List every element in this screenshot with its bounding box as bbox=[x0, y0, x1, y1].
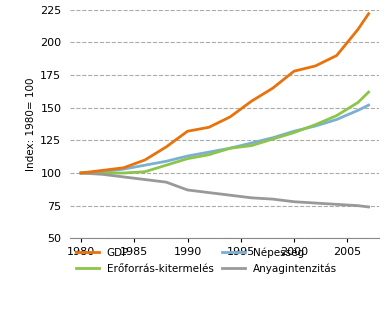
Y-axis label: Index: 1980= 100: Index: 1980= 100 bbox=[26, 77, 36, 171]
Legend: GDP, Erőforrás-kitermelés, Népesség, Anyagintenzitás: GDP, Erőforrás-kitermelés, Népesség, Any… bbox=[75, 248, 337, 274]
